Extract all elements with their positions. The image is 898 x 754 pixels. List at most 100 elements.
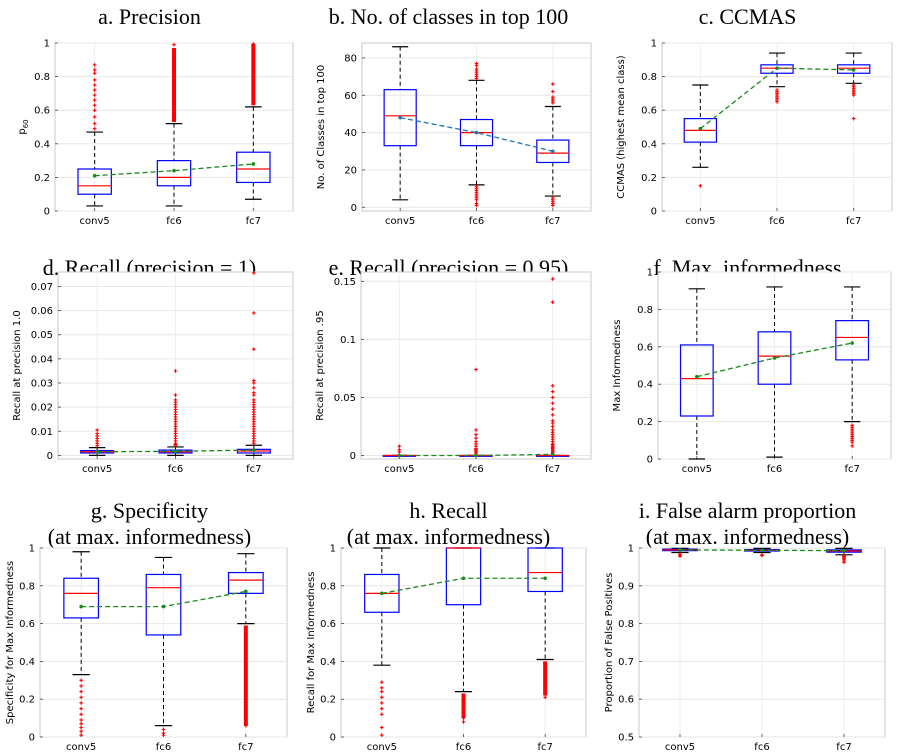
- y-tick-label: 1: [44, 39, 50, 50]
- iqr-box: [156, 160, 192, 187]
- chart-svg: 0 0.2 0.4 0.6 0.8 1 conv5 fc6 fc7 Recall for Max …: [306, 544, 587, 753]
- outlier-point: [550, 418, 555, 423]
- x-tick-label: fc7: [246, 464, 261, 475]
- outlier-point: [172, 64, 176, 69]
- iqr-box: [536, 139, 570, 164]
- y-axis-label: Recall at precision .95: [315, 310, 326, 420]
- chart-title-line: (at max. informedness): [47, 524, 252, 549]
- outlier-point: [775, 88, 779, 92]
- box-fc7: [835, 286, 870, 423]
- outlier-point: [92, 93, 97, 97]
- box-fc6: [156, 123, 192, 207]
- y-tick-label: 0.4: [641, 139, 657, 150]
- y-tick-label: 0.02: [31, 403, 53, 414]
- outlier-point: [474, 439, 478, 444]
- chart-svg: 0 0.05 0.1 0.15 conv5 fc6 fc7 Recall at precisi…: [315, 271, 592, 475]
- box-conv5: [679, 288, 714, 460]
- mean-marker: [380, 591, 384, 596]
- outlier-point: [92, 88, 97, 92]
- x-tick-label: conv5: [685, 216, 715, 227]
- outlier-point: [474, 367, 478, 372]
- y-tick-label: 0.05: [334, 393, 356, 404]
- chart-svg: 0 0.2 0.4 0.6 0.8 1 conv5 fc6 fc7 Specificity for…: [5, 544, 288, 753]
- mean-marker: [772, 356, 777, 360]
- outlier-point: [397, 444, 402, 449]
- mean-marker: [850, 341, 854, 345]
- y-axis-label: Proportion of False Positives: [604, 573, 615, 713]
- outlier-point: [79, 678, 83, 683]
- mean-marker: [543, 576, 547, 581]
- y-tick-label: 0.6: [641, 106, 657, 117]
- mean-marker: [842, 548, 846, 553]
- outlier-point: [550, 428, 555, 432]
- chart-title-line: h. Recall: [409, 498, 488, 523]
- chart-title-line: i. False alarm proportion: [638, 498, 857, 523]
- outlier-point: [79, 718, 83, 722]
- mean-marker: [695, 374, 699, 379]
- outlier-point: [380, 686, 384, 690]
- y-tick-label: 0: [651, 207, 657, 218]
- y-tick-label: 0.8: [34, 72, 50, 83]
- chart-title-line: g. Specificity: [90, 498, 209, 523]
- outlier-point: [550, 401, 555, 406]
- y-tick-label: 0.06: [31, 306, 53, 317]
- chart-svg: 0 0.2 0.4 0.6 0.8 1 conv5 fc6 fc7 Max Informednes…: [612, 268, 892, 475]
- y-tick-label: 0.6: [19, 619, 35, 630]
- chart-svg: 0 0.2 0.4 0.6 0.8 1 conv5 fc6 fc7 p60: [17, 39, 294, 227]
- x-tick-label: fc7: [238, 742, 253, 753]
- x-tick-label: fc6: [769, 216, 784, 227]
- chart-svg: 0 0.2 0.4 0.6 0.8 1 conv5 fc6 fc7 CCMAS (highest …: [616, 39, 893, 227]
- iqr-box: [145, 573, 182, 636]
- iqr-box: [527, 547, 563, 593]
- x-tick-label: fc7: [545, 464, 560, 475]
- box-fc7: [236, 106, 271, 200]
- outlier-point: [760, 553, 764, 557]
- chart-panel-9: i. False alarm proportion (at max. inform…: [598, 498, 897, 753]
- x-tick-label: conv5: [682, 464, 712, 475]
- chart-title-line: (at max. informedness): [645, 524, 850, 549]
- x-tick-label: fc6: [168, 464, 183, 475]
- mean-marker: [760, 548, 764, 553]
- mean-marker: [698, 126, 703, 131]
- outlier-point: [252, 378, 256, 383]
- x-tick-label: fc6: [767, 464, 782, 475]
- y-tick-label: 0.8: [637, 305, 653, 316]
- y-tick-label: 0.04: [31, 354, 53, 365]
- y-tick-label: 0: [44, 207, 50, 218]
- outlier-point: [79, 701, 83, 705]
- mean-trend-line: [94, 163, 254, 177]
- y-tick-label: 1: [628, 544, 634, 555]
- outlier-point: [474, 61, 479, 66]
- y-tick-label: 0.8: [320, 581, 336, 592]
- outlier-point: [173, 398, 178, 402]
- outlier-point: [252, 271, 256, 275]
- outlier-point: [550, 384, 555, 388]
- y-tick-label: 0.7: [618, 657, 634, 668]
- y-tick-label: 1: [647, 268, 653, 279]
- outlier-point: [543, 687, 547, 692]
- mean-marker: [678, 548, 682, 552]
- mean-marker: [474, 130, 479, 135]
- outlier-point: [850, 444, 854, 448]
- outlier-point: [251, 42, 256, 46]
- outlier-cluster: [251, 44, 256, 106]
- y-tick-label: 0.9: [618, 581, 634, 592]
- y-tick-label: 1: [330, 544, 336, 555]
- box-conv5: [77, 131, 112, 207]
- y-tick-label: 0.6: [618, 695, 634, 706]
- mean-marker: [851, 68, 856, 72]
- outlier-point: [380, 725, 384, 730]
- x-tick-label: fc6: [456, 742, 471, 753]
- outlier-point: [92, 83, 97, 87]
- outlier-point: [92, 68, 97, 72]
- outlier-point: [79, 706, 83, 711]
- outlier-point: [851, 116, 856, 121]
- iqr-box: [236, 151, 271, 184]
- mean-marker: [251, 162, 256, 166]
- x-tick-label: fc6: [156, 742, 171, 753]
- outlier-point: [92, 71, 97, 76]
- outlier-point: [79, 725, 83, 730]
- x-tick-label: conv5: [80, 216, 110, 227]
- chart-svg: 0.5 0.6 0.7 0.8 0.9 1 conv5 fc6 fc7 Proportion of…: [604, 544, 886, 753]
- y-tick-label: 0.6: [320, 619, 336, 630]
